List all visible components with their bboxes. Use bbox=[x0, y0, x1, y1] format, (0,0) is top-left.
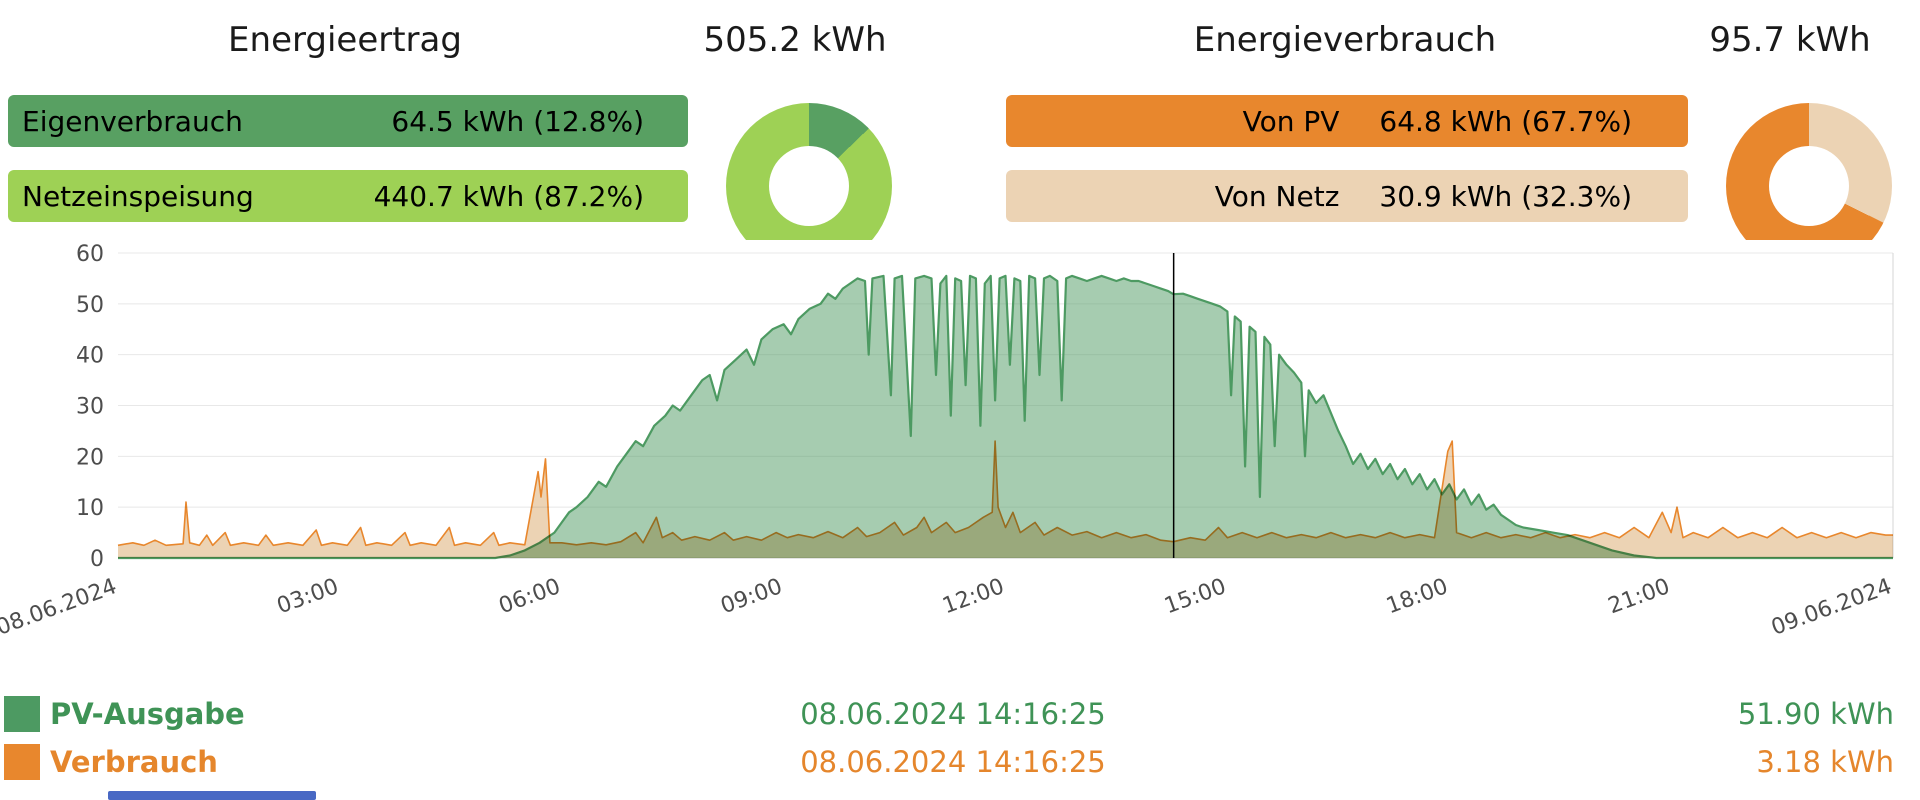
legend-pv-value: 51.90 kWh bbox=[1737, 697, 1894, 731]
svg-text:40: 40 bbox=[76, 344, 104, 369]
yield-title: Energieertrag bbox=[228, 20, 462, 60]
legend-verbrauch-label[interactable]: Verbrauch bbox=[50, 745, 218, 779]
scrollbar-thumb[interactable] bbox=[108, 791, 316, 800]
svg-text:30: 30 bbox=[76, 395, 104, 420]
legend-row-pv: PV-Ausgabe 08.06.2024 14:16:25 51.90 kWh bbox=[0, 690, 1920, 738]
von-pv-value: 64.8 kWh (67.7%) bbox=[1379, 104, 1632, 138]
legend-verbrauch-value: 3.18 kWh bbox=[1756, 745, 1894, 779]
eigenverbrauch-label: Eigenverbrauch bbox=[22, 104, 243, 138]
yield-donut-hole bbox=[769, 146, 849, 226]
svg-text:50: 50 bbox=[76, 293, 104, 318]
netzeinspeisung-badge: Netzeinspeisung 440.7 kWh (87.2%) bbox=[8, 170, 688, 222]
consumption-donut-hole bbox=[1769, 146, 1849, 226]
yield-total: 505.2 kWh bbox=[703, 20, 887, 60]
pv-ausgabe-swatch[interactable] bbox=[4, 696, 40, 732]
svg-text:60: 60 bbox=[76, 242, 104, 267]
von-netz-label: Von Netz bbox=[1214, 179, 1340, 213]
eigenverbrauch-badge: Eigenverbrauch 64.5 kWh (12.8%) bbox=[8, 95, 688, 147]
chart-legend: PV-Ausgabe 08.06.2024 14:16:25 51.90 kWh… bbox=[0, 690, 1920, 786]
svg-text:20: 20 bbox=[76, 445, 104, 470]
netzeinspeisung-label: Netzeinspeisung bbox=[22, 179, 254, 213]
svg-text:10: 10 bbox=[76, 496, 104, 521]
svg-text:0: 0 bbox=[90, 547, 104, 572]
legend-pv-ausgabe-label[interactable]: PV-Ausgabe bbox=[50, 697, 245, 731]
legend-pv-timestamp: 08.06.2024 14:16:25 bbox=[800, 697, 1106, 731]
eigenverbrauch-value: 64.5 kWh (12.8%) bbox=[391, 104, 644, 138]
von-netz-value: 30.9 kWh (32.3%) bbox=[1379, 179, 1632, 213]
legend-verbrauch-timestamp: 08.06.2024 14:16:25 bbox=[800, 745, 1106, 779]
von-netz-badge: Von Netz 30.9 kWh (32.3%) bbox=[1006, 170, 1688, 222]
von-pv-label: Von PV bbox=[1242, 104, 1340, 138]
legend-row-verbrauch: Verbrauch 08.06.2024 14:16:25 3.18 kWh bbox=[0, 738, 1920, 786]
consumption-total: 95.7 kWh bbox=[1709, 20, 1871, 60]
netzeinspeisung-value: 440.7 kWh (87.2%) bbox=[373, 179, 644, 213]
consumption-title: Energieverbrauch bbox=[1193, 20, 1497, 60]
von-pv-badge: Von PV 64.8 kWh (67.7%) bbox=[1006, 95, 1688, 147]
verbrauch-swatch[interactable] bbox=[4, 744, 40, 780]
chart-series-areas bbox=[117, 274, 1893, 560]
